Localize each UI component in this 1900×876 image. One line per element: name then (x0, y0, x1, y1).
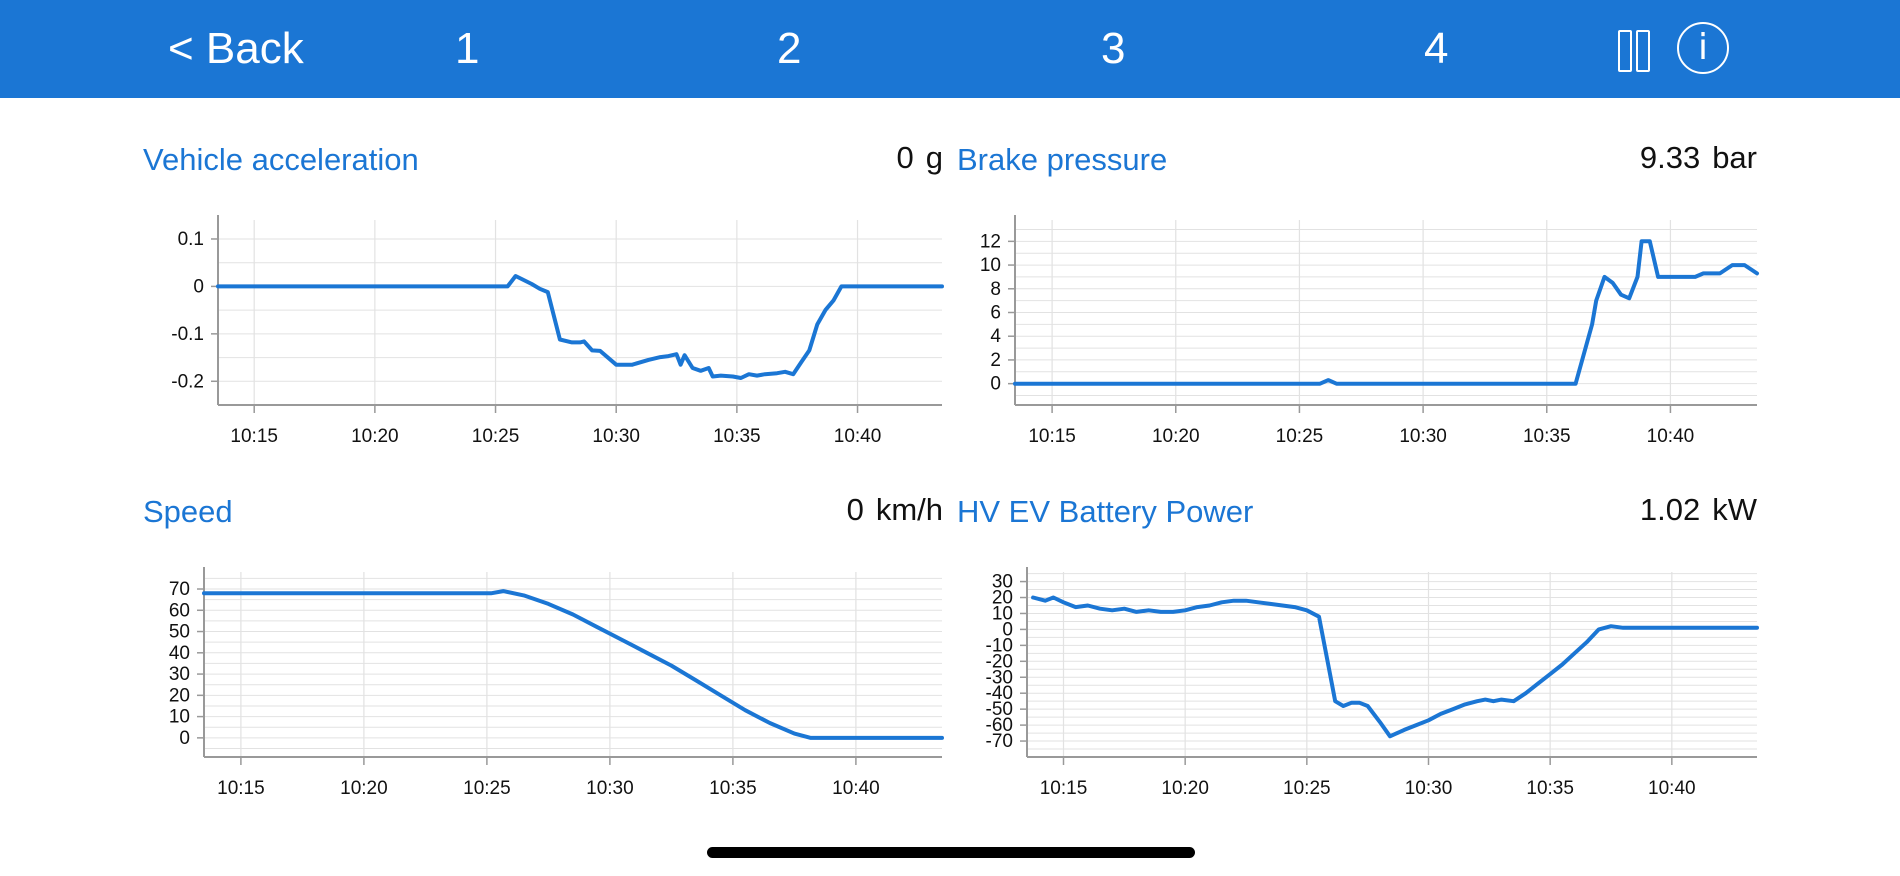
x-tick-label: 10:35 (709, 778, 757, 799)
tab-4[interactable]: 4 (1424, 24, 1449, 73)
y-tick-label: 10 (169, 707, 190, 728)
y-tick-label: 2 (990, 350, 1001, 371)
y-tick-label: 70 (169, 579, 190, 600)
tab-1[interactable]: 1 (455, 24, 480, 73)
y-tick-label: 12 (980, 231, 1001, 252)
x-tick-label: 10:30 (1405, 778, 1453, 799)
x-tick-label: 10:20 (351, 426, 399, 447)
tab-2[interactable]: 2 (777, 24, 802, 73)
y-tick-label: 60 (169, 600, 190, 621)
x-tick-label: 10:30 (1399, 426, 1447, 447)
y-tick-label: -60 (986, 715, 1013, 736)
y-tick-label: 0 (179, 728, 190, 749)
x-tick-label: 10:25 (463, 778, 511, 799)
y-tick-label: -0.2 (171, 371, 204, 392)
x-tick-label: 10:40 (1648, 778, 1696, 799)
y-tick-label: -70 (986, 731, 1013, 752)
info-icon[interactable]: i (1677, 22, 1729, 74)
y-tick-label: -0.1 (171, 324, 204, 345)
y-tick-label: 6 (990, 303, 1001, 324)
y-tick-label: 40 (169, 643, 190, 664)
series-line (1013, 239, 1759, 386)
x-tick-label: 10:30 (592, 426, 640, 447)
grid (204, 572, 942, 757)
back-button[interactable]: < Back (168, 24, 304, 73)
panel-value-brake-pressure: 9.33 bar (1640, 140, 1757, 176)
grid (218, 220, 942, 406)
panel-title-brake-pressure: Brake pressure (957, 142, 1168, 177)
value-number: 0 (896, 140, 914, 175)
x-tick-label: 10:20 (1152, 426, 1200, 447)
x-tick-label: 10:25 (1283, 778, 1331, 799)
y-tick-label: 50 (169, 622, 190, 643)
top-bar: < Back 1 2 3 4 i (0, 0, 1900, 98)
y-tick-label: 10 (992, 603, 1013, 624)
value-number: 9.33 (1639, 140, 1701, 175)
y-tick-label: 0 (990, 374, 1001, 395)
x-tick-label: 10:15 (230, 426, 278, 447)
x-tick-label: 10:40 (834, 426, 882, 447)
y-tick-label: -10 (986, 635, 1013, 656)
y-tick-label: 8 (990, 279, 1001, 300)
y-tick-label: -40 (986, 683, 1013, 704)
chart-speed: 70 60 50 40 30 20 10 0 10:15 10:20 10:25 10:30 10:35… (140, 567, 950, 812)
x-tick-label: 10:35 (713, 426, 761, 447)
panel-title-vehicle-acceleration: Vehicle acceleration (143, 142, 419, 177)
panel-title-speed: Speed (143, 494, 233, 529)
x-tick-label: 10:20 (1161, 778, 1209, 799)
chart-brake-pressure: 12 10 8 6 4 2 0 10:15 10:20 10:25 10:30 10:35 10:40 (955, 215, 1765, 460)
series-line (1031, 595, 1759, 739)
series-line (216, 274, 944, 380)
x-tick-label: 10:20 (340, 778, 388, 799)
x-tick-label: 10:15 (1040, 778, 1088, 799)
panel-value-hv-ev-battery-power: 1.02 kW (1640, 492, 1757, 528)
grid (1027, 572, 1757, 758)
x-tick-label: 10:25 (1276, 426, 1324, 447)
value-unit: kW (1712, 492, 1757, 527)
x-tick-label: 10:15 (1028, 426, 1076, 447)
y-tick-label: 0 (1002, 619, 1013, 640)
grid (1015, 220, 1757, 405)
y-tick-label: 20 (169, 685, 190, 706)
y-tick-label: -20 (986, 651, 1013, 672)
panel-value-speed: 0 km/h (847, 492, 943, 528)
y-tick-label: 0 (193, 276, 204, 297)
panel-title-hv-ev-battery-power: HV EV Battery Power (957, 494, 1254, 529)
value-number: 1.02 (1639, 492, 1701, 527)
value-unit: bar (1712, 140, 1757, 175)
y-tick-label: 30 (169, 664, 190, 685)
y-tick-label: 20 (992, 588, 1013, 609)
y-tick-label: -30 (986, 667, 1013, 688)
tab-3[interactable]: 3 (1101, 24, 1126, 73)
y-tick-label: 30 (992, 572, 1013, 593)
value-unit: g (925, 140, 943, 175)
home-indicator (707, 847, 1195, 858)
chart-vehicle-acceleration: 0.1 0 -0.1 -0.2 10:15 10:20 10:25 10:30 10:35 10:… (140, 215, 950, 460)
y-tick-label: 10 (980, 255, 1001, 276)
x-tick-label: 10:25 (472, 426, 520, 447)
series-line (202, 589, 944, 740)
x-tick-label: 10:40 (1647, 426, 1695, 447)
x-tick-label: 10:40 (832, 778, 880, 799)
y-tick-label: -50 (986, 699, 1013, 720)
x-tick-label: 10:15 (217, 778, 265, 799)
chart-hv-ev-battery-power: 30 20 10 0 -10 -20 -30 -40 -50 -60 -70 10:15 10:20 10… (955, 567, 1765, 812)
pause-icon[interactable] (1618, 30, 1652, 72)
x-tick-label: 10:30 (586, 778, 634, 799)
x-tick-label: 10:35 (1523, 426, 1571, 447)
value-unit: km/h (875, 492, 943, 527)
x-tick-label: 10:35 (1526, 778, 1574, 799)
y-tick-label: 4 (990, 326, 1001, 347)
y-tick-label: 0.1 (178, 229, 204, 250)
value-number: 0 (846, 492, 864, 527)
